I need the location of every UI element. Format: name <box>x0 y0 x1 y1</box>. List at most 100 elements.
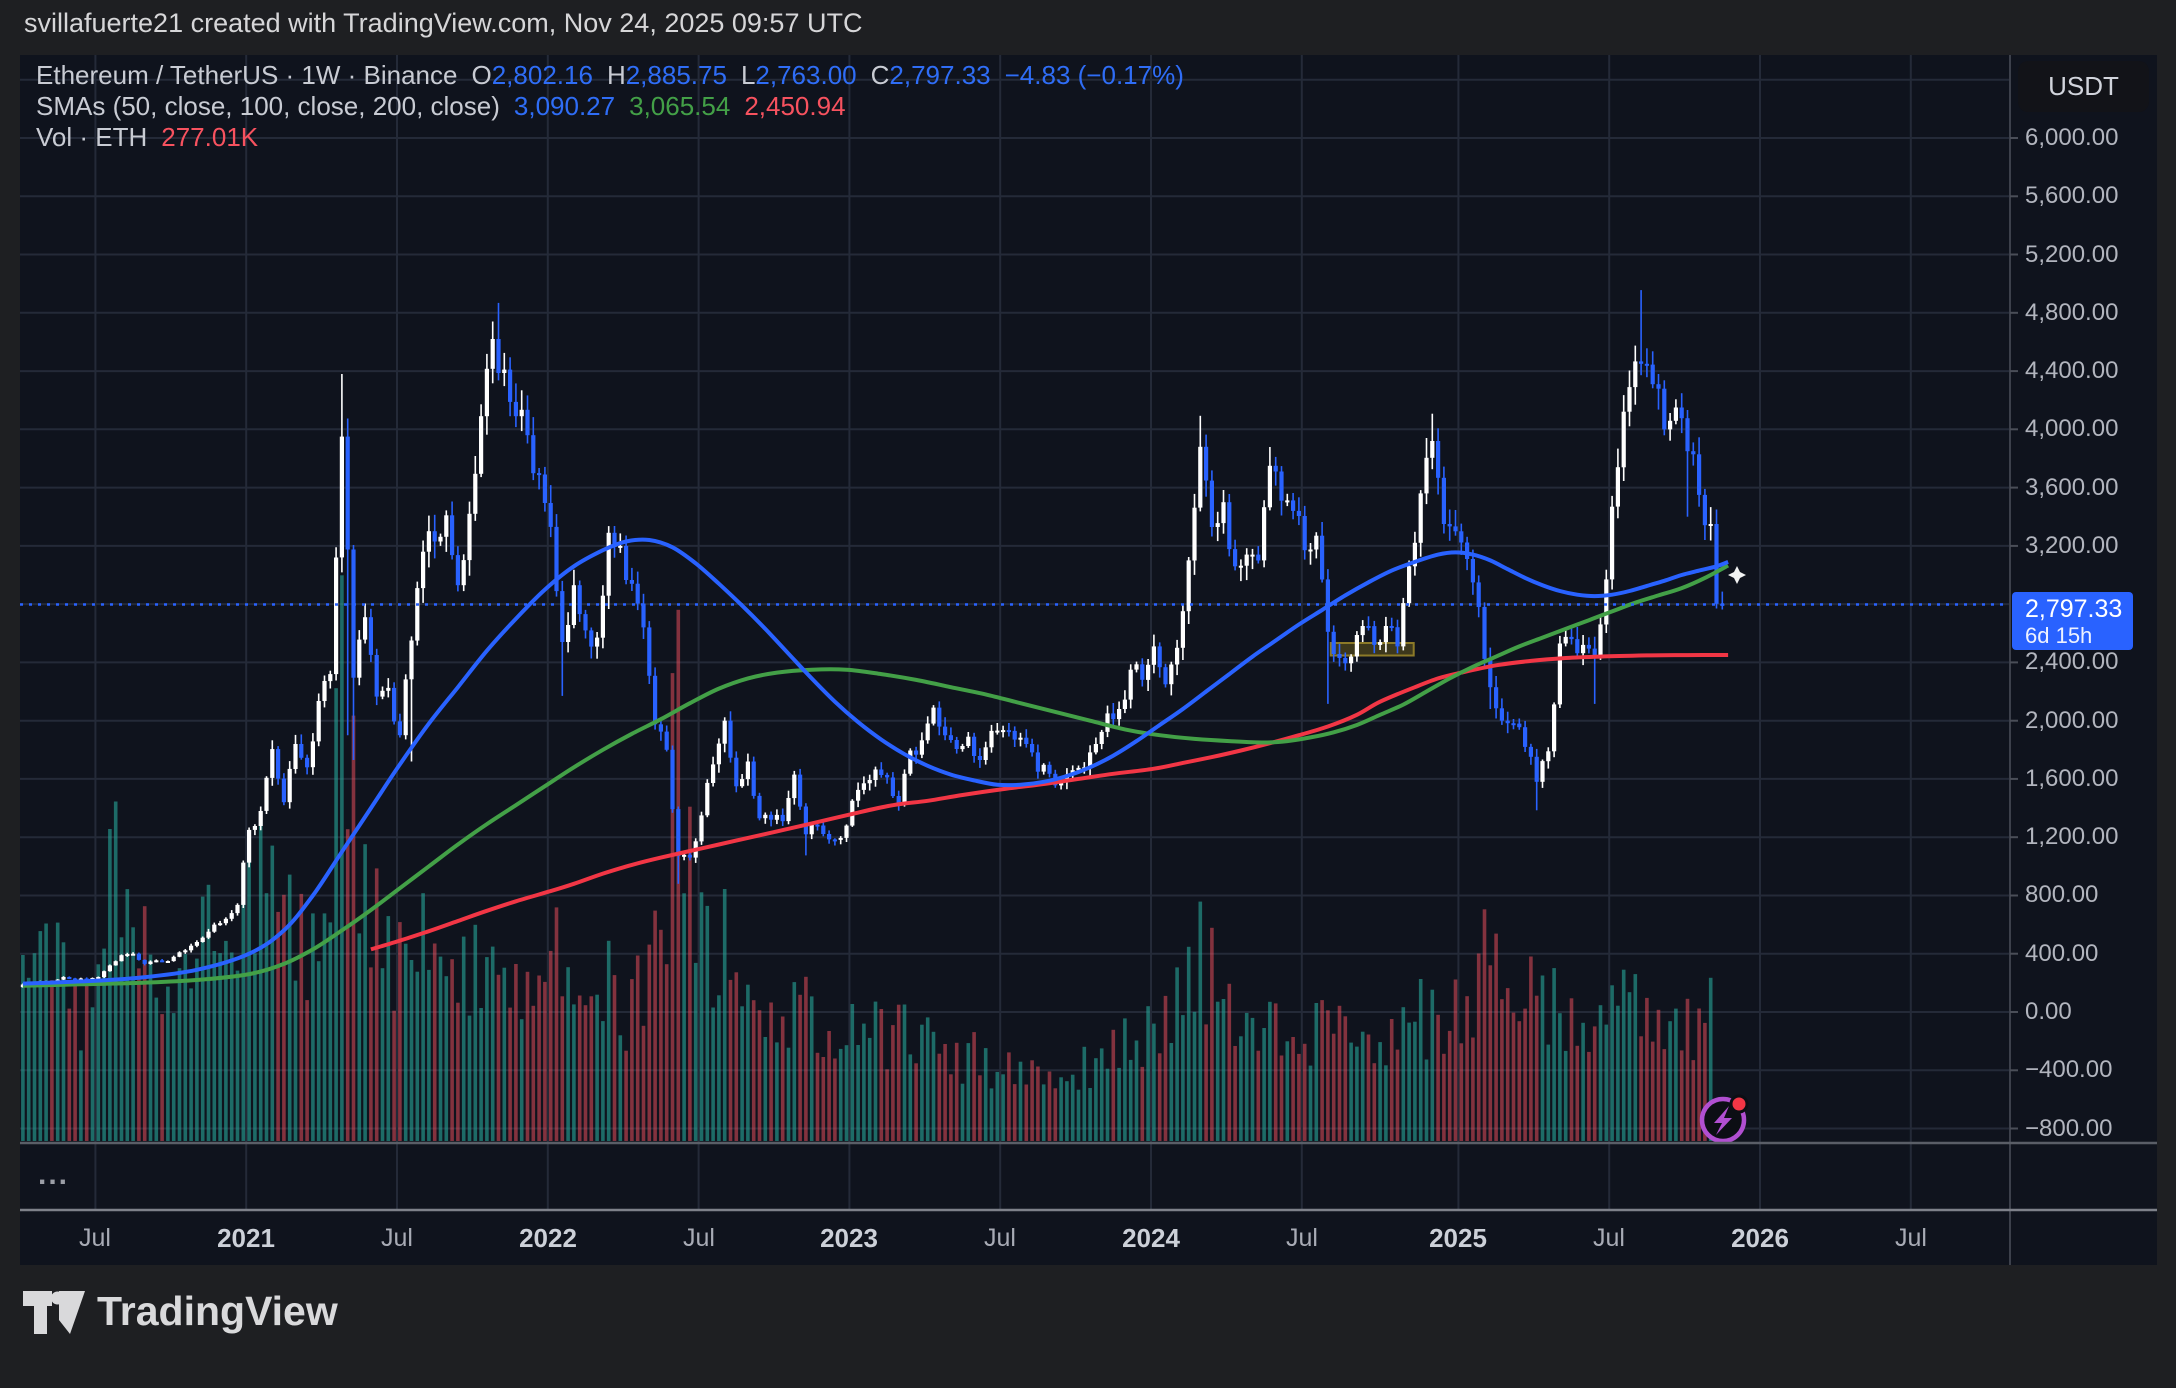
candle-body <box>1180 611 1185 648</box>
legend-volume-row[interactable]: Vol · ETH 277.01K <box>36 122 1184 153</box>
candle-body <box>339 436 344 558</box>
volume-bar <box>55 922 60 1141</box>
volume-bar <box>1447 1030 1452 1141</box>
volume-bar <box>960 1083 965 1141</box>
volume-bar <box>647 944 652 1141</box>
candle-body <box>363 617 368 640</box>
candle-body <box>403 679 408 736</box>
candle-body <box>1012 730 1017 740</box>
candle-body <box>1088 752 1093 768</box>
volume-bar <box>1366 1034 1371 1141</box>
candle-body <box>966 736 971 746</box>
candle-body <box>763 814 768 819</box>
volume-bar <box>287 874 292 1141</box>
collapsed-pane-ellipsis[interactable]: ... <box>38 1158 70 1191</box>
candle-body <box>1517 723 1522 728</box>
candle-body <box>1598 624 1603 657</box>
candle-body <box>931 707 936 724</box>
volume-bar <box>908 1054 913 1141</box>
volume-bar <box>1349 1042 1353 1141</box>
time-axis-year-label: 2021 <box>217 1223 275 1253</box>
volume-bar <box>1650 1041 1655 1141</box>
volume-bar <box>119 937 124 1141</box>
candle-body <box>919 740 924 755</box>
candle-body <box>861 783 866 790</box>
candle-body <box>1221 502 1226 524</box>
candle-body <box>1320 535 1325 580</box>
candle-body <box>1650 364 1655 385</box>
candle-body <box>270 749 275 778</box>
candle-body <box>1441 477 1446 524</box>
candle-body <box>1505 720 1510 724</box>
tradingview-logo[interactable]: TradingView <box>22 1273 442 1343</box>
low-value: 2,763.00 <box>755 60 857 90</box>
candle-body <box>1639 361 1644 364</box>
candle-body <box>1644 363 1649 366</box>
candle-body <box>745 761 750 780</box>
candle-body <box>792 774 797 799</box>
candle-body <box>1714 524 1719 604</box>
candle-body <box>577 585 582 615</box>
candle-body <box>647 627 652 676</box>
legend-sma-row[interactable]: SMAs (50, close, 100, close, 200, close)… <box>36 91 1184 122</box>
candle-body <box>1256 554 1261 561</box>
candle-body <box>1175 647 1180 665</box>
candle-body <box>1499 708 1504 721</box>
volume-bar <box>920 1024 924 1141</box>
candle-body <box>328 674 333 682</box>
time-axis-year-label: 2022 <box>519 1223 577 1253</box>
volume-bar <box>543 981 547 1141</box>
volume-bar <box>50 980 54 1141</box>
volume-bar <box>61 942 66 1141</box>
currency-toggle-button[interactable]: USDT <box>2018 61 2149 112</box>
candle-body <box>484 368 489 417</box>
candle-body <box>305 757 310 768</box>
volume-bar <box>1662 1049 1667 1141</box>
volume-bar <box>1331 1033 1336 1141</box>
volume-bar <box>357 933 362 1141</box>
volume-bar <box>606 940 611 1141</box>
candle-body <box>1685 418 1690 452</box>
volume-bar <box>1558 1013 1562 1141</box>
candle-body <box>1134 664 1139 670</box>
candle-body <box>392 687 397 722</box>
volume-bar <box>1343 1016 1348 1141</box>
candle-body <box>200 937 205 942</box>
candle-body <box>357 639 362 678</box>
volume-bar <box>589 996 594 1141</box>
volume-bar <box>1459 1043 1464 1141</box>
tradingview-logo-text: TradingView <box>97 1288 338 1334</box>
candle-body <box>937 707 942 727</box>
volume-bar <box>815 1052 820 1141</box>
volume-bar <box>1471 1037 1475 1141</box>
volume-bar <box>1685 998 1690 1141</box>
volume-bar <box>577 995 582 1141</box>
volume-bar <box>705 905 710 1141</box>
volume-bar <box>26 977 31 1141</box>
candle-body <box>908 750 913 774</box>
volume-bar <box>1308 1065 1313 1141</box>
volume-bar <box>1546 1044 1551 1141</box>
close-value: 2,797.33 <box>889 60 991 90</box>
candle-body <box>1430 441 1435 458</box>
candle-body <box>832 839 837 842</box>
volume-bar <box>566 967 570 1141</box>
candle-body <box>751 761 756 796</box>
volume-bar <box>1488 965 1493 1141</box>
candle-body <box>566 625 571 642</box>
candle-body <box>1523 727 1528 747</box>
volume-bar <box>102 948 106 1141</box>
lightning-bolt-icon <box>1699 1094 1749 1144</box>
volume-bar <box>1384 1065 1388 1141</box>
candle-body <box>769 814 774 820</box>
candle-body <box>473 473 478 514</box>
candle-body <box>345 436 350 550</box>
volume-bar <box>792 982 797 1141</box>
candle-body <box>925 723 930 741</box>
candle-body <box>61 977 66 980</box>
legend-symbol-row[interactable]: Ethereum / TetherUS · 1W · Binance O 2,80… <box>36 60 1184 91</box>
volume-bar <box>1511 1012 1516 1141</box>
candle-body <box>374 655 379 697</box>
volume-bar <box>1355 1046 1359 1141</box>
